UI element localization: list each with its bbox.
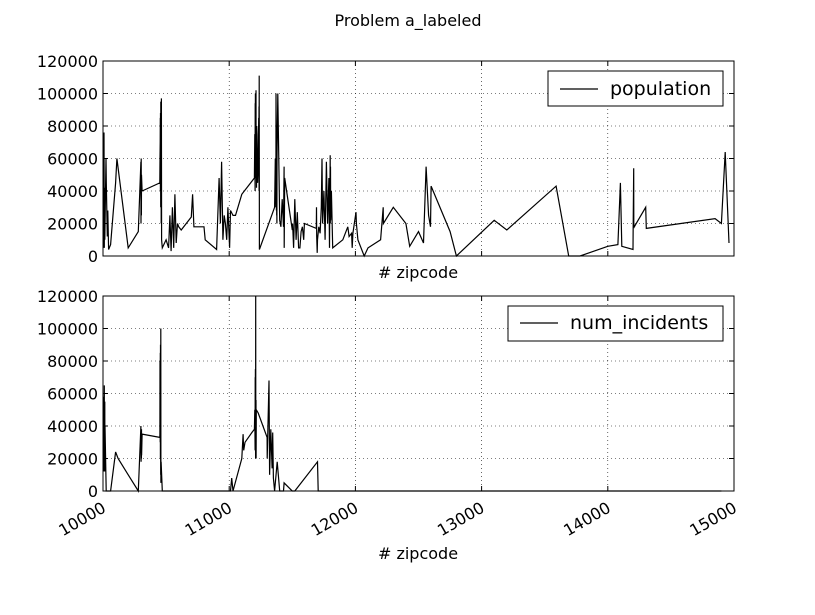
x-axis-label: # zipcode: [378, 263, 458, 282]
y-tick-label: 40000: [47, 417, 98, 436]
x-tick-label: 15000: [686, 498, 740, 540]
y-tick-label: 0: [88, 247, 98, 266]
legend-label-population: population: [610, 78, 711, 100]
subplot-population: 0 20000 40000 60000 80000 100000 120000 popula…: [37, 52, 735, 282]
series-line-population: [102, 75, 730, 258]
x-axis: 10000 11000 12000 13000 14000 15000: [55, 498, 740, 540]
y-tick-label: 80000: [47, 117, 98, 136]
y-tick-label: 20000: [47, 450, 98, 469]
y-tick-label: 100000: [37, 85, 98, 104]
series-population: [102, 75, 730, 258]
x-tick-label: 14000: [560, 498, 614, 540]
y-tick-label: 120000: [37, 287, 98, 306]
series-num-incidents: [102, 295, 722, 493]
chart-title: Problem a_labeled: [335, 11, 482, 31]
y-tick-label: 20000: [47, 215, 98, 234]
x-tick-label: 11000: [182, 498, 236, 540]
series-line-num_incidents: [102, 295, 722, 493]
y-tick-label: 0: [88, 482, 98, 501]
y-tick-label: 80000: [47, 352, 98, 371]
x-tick-label: 12000: [308, 498, 362, 540]
y-tick-label: 60000: [47, 385, 98, 404]
x-tick-label: 13000: [434, 498, 488, 540]
y-axis: 0 20000 40000 60000 80000 100000 120000: [37, 52, 734, 266]
x-axis-label: # zipcode: [378, 544, 458, 563]
y-tick-label: 40000: [47, 182, 98, 201]
x-tick-label: 10000: [55, 498, 109, 540]
y-axis: 0 20000 40000 60000 80000 100000 120000: [37, 287, 734, 501]
y-tick-label: 100000: [37, 320, 98, 339]
y-tick-label: 60000: [47, 150, 98, 169]
y-tick-label: 120000: [37, 52, 98, 71]
legend-label-num-incidents: num_incidents: [570, 312, 708, 334]
